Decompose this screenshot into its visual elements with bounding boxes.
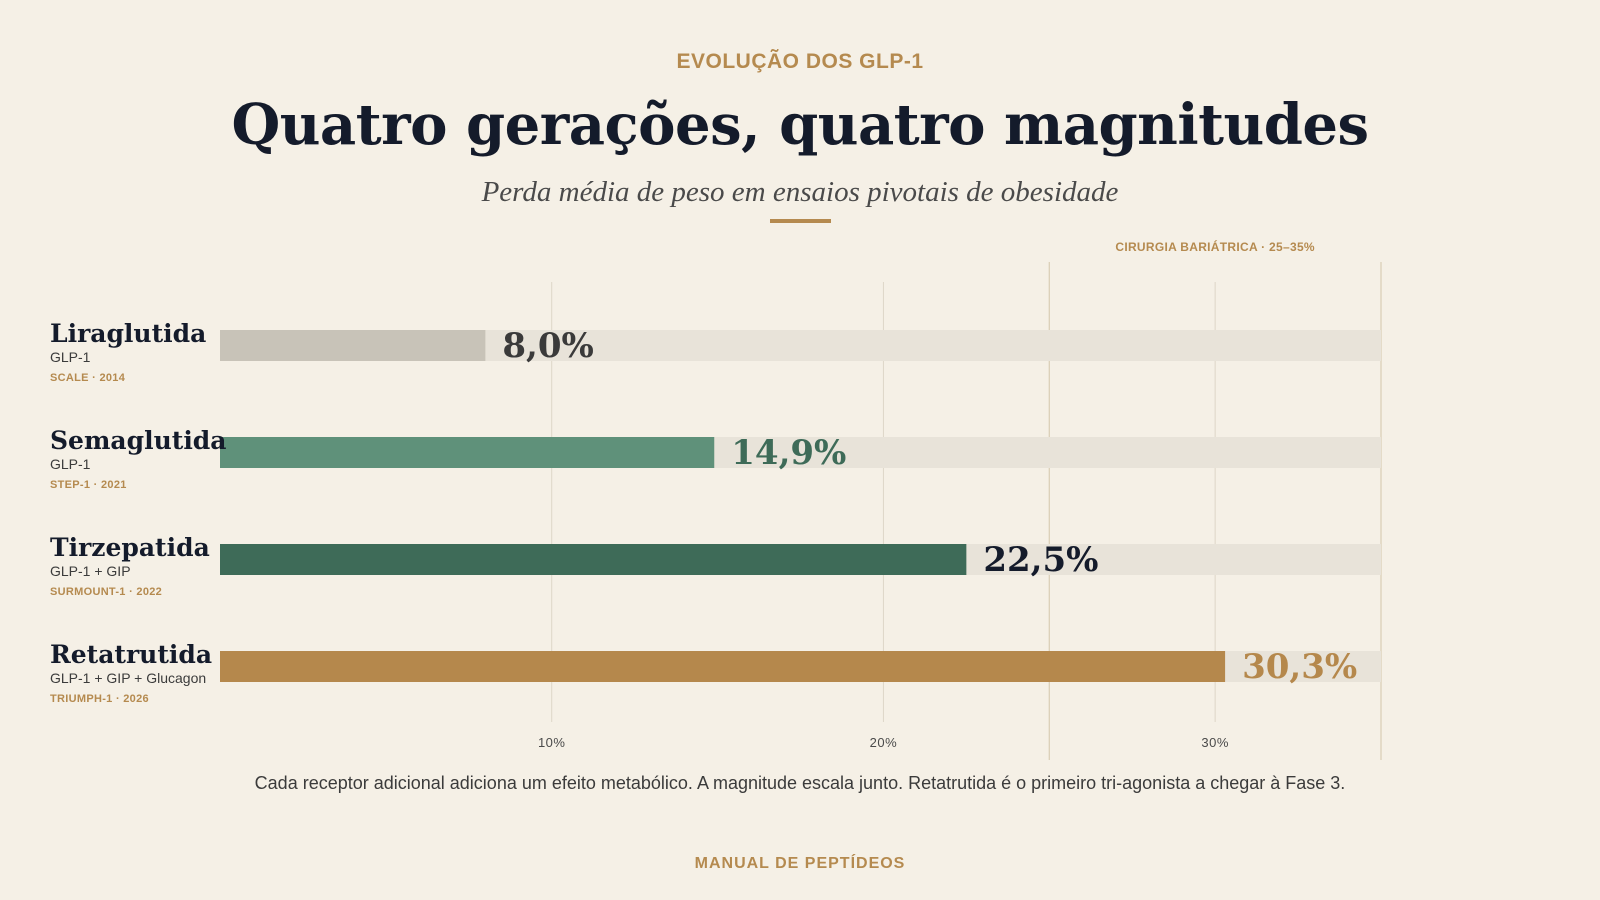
value-label: 22,5% (983, 540, 1098, 580)
reference-band-label: CIRURGIA BARIÁTRICA · 25–35% (1115, 239, 1315, 254)
category-receptors: GLP-1 + GIP + Glucagon (50, 670, 206, 686)
category-name: Semaglutida (50, 426, 227, 455)
footer-brand: MANUAL DE PEPTÍDEOS (694, 855, 906, 872)
footnote: Cada receptor adicional adiciona um efei… (254, 773, 1346, 793)
page-subtitle: Perda média de peso em ensaios pivotais … (481, 176, 1119, 208)
category-name: Liraglutida (50, 319, 206, 348)
category-name: Retatrutida (50, 640, 212, 669)
value-label: 8,0% (502, 326, 593, 366)
bar-semaglutida (220, 437, 715, 468)
x-tick-label: 20% (870, 735, 898, 750)
bars: 8,0% 14,9% 22,5% 30,3% (220, 326, 1381, 687)
eyebrow: EVOLUÇÃO DOS GLP-1 (676, 50, 924, 73)
bar-retatrutida (220, 651, 1226, 682)
category-trial: STEP-1 · 2021 (50, 479, 127, 491)
x-tick-label: 30% (1201, 735, 1229, 750)
category-receptors: GLP-1 (50, 349, 91, 365)
category-trial: TRIUMPH-1 · 2026 (50, 693, 149, 705)
value-label: 14,9% (731, 433, 846, 473)
category-receptors: GLP-1 + GIP (50, 563, 131, 579)
bar-liraglutida (220, 330, 486, 361)
x-tick-label: 10% (538, 735, 566, 750)
category-trial: SURMOUNT-1 · 2022 (50, 586, 162, 598)
category-receptors: GLP-1 (50, 456, 91, 472)
bar-tirzepatida (220, 544, 967, 575)
value-label: 30,3% (1242, 647, 1357, 687)
page-title: Quatro gerações, quatro magnitudes (231, 92, 1369, 158)
category-name: Tirzepatida (50, 533, 210, 562)
x-axis-ticks: 10% 20% 30% (538, 735, 1229, 750)
title-underline (770, 219, 831, 223)
category-trial: SCALE · 2014 (50, 372, 126, 384)
